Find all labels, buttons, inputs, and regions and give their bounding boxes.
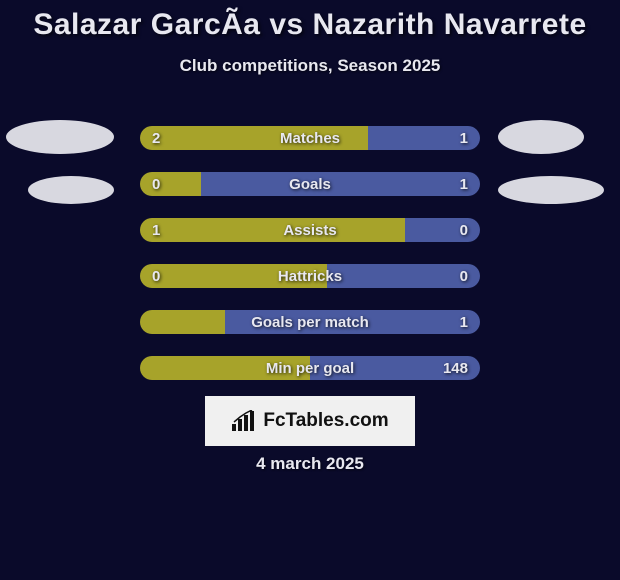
bar-value-right: 0	[460, 218, 468, 242]
bar-left-fill	[140, 126, 368, 150]
fctables-logo[interactable]: FcTables.com	[205, 396, 415, 446]
avatar-ellipse	[28, 176, 114, 204]
avatar-ellipse	[498, 176, 604, 204]
avatar-ellipse	[6, 120, 114, 154]
bar-value-right: 0	[460, 264, 468, 288]
bar-value-right: 1	[460, 126, 468, 150]
page-title: Salazar GarcÃ­a vs Nazarith Navarrete	[0, 0, 620, 42]
bar-right-fill	[405, 218, 480, 242]
bar-value-left: 0	[152, 172, 160, 196]
comparison-bars: Matches21Goals01Assists10Hattricks00Goal…	[140, 126, 480, 402]
bar-right-fill	[225, 310, 480, 334]
bar-left-fill	[140, 172, 201, 196]
bar-left-fill	[140, 218, 405, 242]
chart-icon	[231, 410, 257, 432]
bar-value-left: 0	[152, 264, 160, 288]
stat-bar: Hattricks00	[140, 264, 480, 288]
bar-right-fill	[327, 264, 480, 288]
bar-right-fill	[201, 172, 480, 196]
stat-bar: Goals per match1	[140, 310, 480, 334]
bar-left-fill	[140, 310, 225, 334]
bar-value-left: 1	[152, 218, 160, 242]
logo-text: FcTables.com	[263, 410, 388, 432]
stat-bar: Assists10	[140, 218, 480, 242]
bar-value-right: 1	[460, 172, 468, 196]
bar-left-fill	[140, 264, 327, 288]
avatar-ellipse	[498, 120, 584, 154]
stat-bar: Matches21	[140, 126, 480, 150]
page-subtitle: Club competitions, Season 2025	[0, 56, 620, 76]
bar-value-left: 2	[152, 126, 160, 150]
bar-left-fill	[140, 356, 310, 380]
stat-bar: Min per goal148	[140, 356, 480, 380]
bar-value-right: 1	[460, 310, 468, 334]
stat-bar: Goals01	[140, 172, 480, 196]
footer-date: 4 march 2025	[0, 454, 620, 474]
bar-value-right: 148	[443, 356, 468, 380]
